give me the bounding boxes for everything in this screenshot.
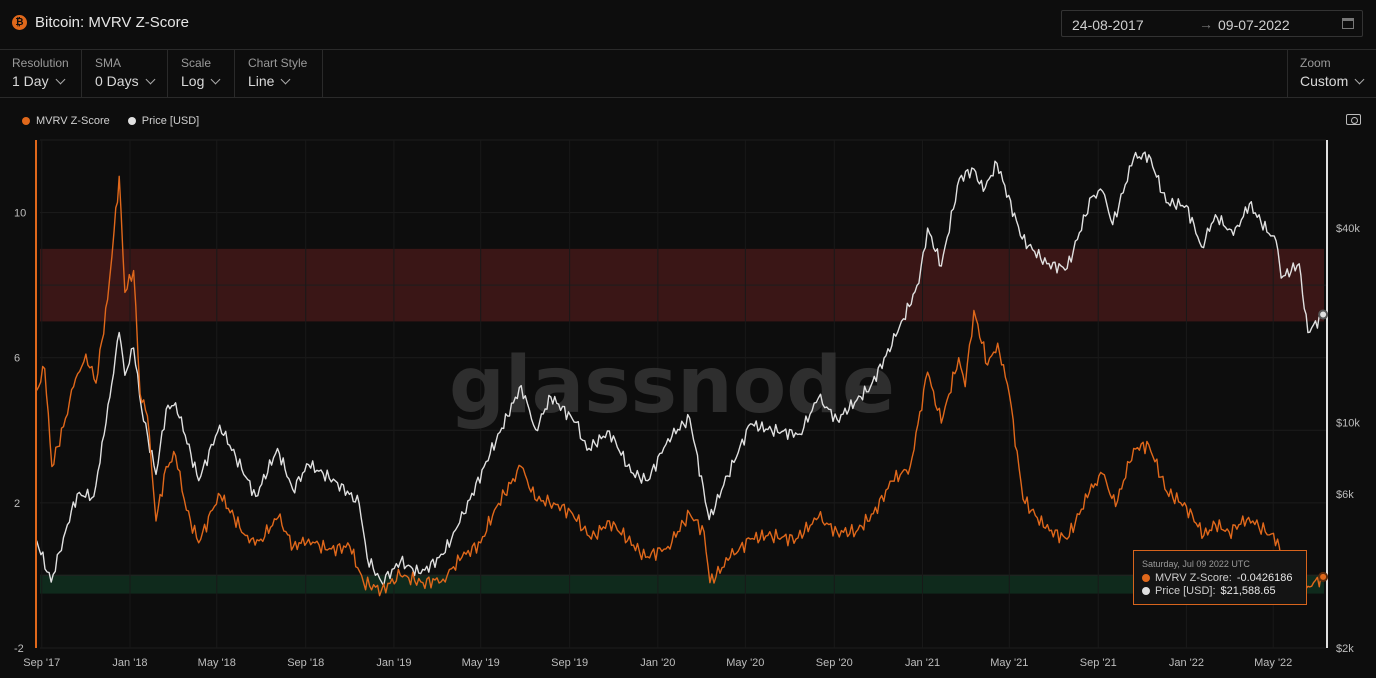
chart-legend: MVRV Z-Score Price [USD]: [22, 115, 199, 127]
zoom-value: Custom: [1300, 73, 1349, 89]
bitcoin-icon: ₿: [12, 15, 27, 30]
tooltip-mvrv-label: MVRV Z-Score:: [1155, 572, 1232, 584]
y-left-tick-label: 6: [14, 353, 20, 365]
calendar-icon[interactable]: [1342, 18, 1354, 29]
y-left-tick-label: 2: [14, 498, 20, 510]
arrow-right-icon: →: [1199, 16, 1213, 32]
price-point-marker: [1318, 309, 1329, 320]
date-range-picker[interactable]: 24-08-2017 → 09-07-2022: [1061, 10, 1363, 37]
price-series-line: [36, 151, 1324, 587]
x-tick-label: May '19: [462, 657, 500, 669]
scale-value: Log: [181, 73, 205, 89]
x-tick-label: Sep '21: [1080, 657, 1117, 669]
tooltip-dot-price: [1142, 587, 1150, 595]
tooltip-mvrv-value: -0.0426186: [1236, 572, 1293, 584]
mvrv-point-marker: [1318, 571, 1329, 582]
scale-dropdown[interactable]: Scale Log: [169, 50, 235, 97]
chart-style-dropdown[interactable]: Chart Style Line: [236, 50, 323, 97]
x-tick-label: Sep '19: [551, 657, 588, 669]
scale-label: Scale: [181, 56, 212, 70]
zoom-label: Zoom: [1300, 56, 1331, 70]
camera-icon[interactable]: [1346, 114, 1361, 125]
legend-dot-price: [127, 117, 136, 125]
y-right-tick-label: $6k: [1336, 489, 1354, 501]
x-tick-label: Sep '17: [23, 657, 60, 669]
x-tick-label: May '18: [198, 657, 236, 669]
sma-label: SMA: [95, 56, 122, 70]
tooltip-price-label: Price [USD]:: [1155, 585, 1216, 597]
legend-item-mvrv[interactable]: MVRV Z-Score: [22, 115, 110, 127]
tooltip-price-value: $21,588.65: [1220, 585, 1276, 597]
chart-tooltip: Saturday, Jul 09 2022 UTC MVRV Z-Score: …: [1133, 550, 1307, 605]
y-left-tick-label: -2: [14, 643, 24, 655]
y-right-tick-label: $40k: [1336, 223, 1360, 235]
legend-dot-mvrv: [22, 117, 30, 125]
legend-label-price: Price [USD]: [141, 115, 200, 127]
y-right-tick-label: $2k: [1336, 643, 1354, 655]
x-tick-label: Jan '20: [640, 657, 675, 669]
watermark: glassnode: [449, 341, 895, 431]
tooltip-dot-mvrv: [1142, 574, 1150, 582]
zoom-dropdown[interactable]: Zoom Custom: [1287, 50, 1376, 97]
title-wrap: ₿ Bitcoin: MVRV Z-Score: [12, 14, 189, 31]
legend-item-price[interactable]: Price [USD]: [127, 115, 200, 127]
chart-style-label: Chart Style: [248, 56, 308, 70]
resolution-value: 1 Day: [12, 73, 49, 89]
tooltip-row-price: Price [USD]: $21,588.65: [1142, 585, 1306, 597]
x-tick-label: May '20: [726, 657, 764, 669]
mvrv-series-line: [36, 175, 1324, 597]
sma-value: 0 Days: [95, 73, 139, 89]
x-tick-label: Jan '19: [376, 657, 411, 669]
x-tick-label: May '22: [1254, 657, 1292, 669]
y-left-tick-label: 10: [14, 208, 26, 220]
x-tick-label: Jan '18: [112, 657, 147, 669]
legend-label-mvrv: MVRV Z-Score: [36, 115, 110, 127]
page-title: Bitcoin: MVRV Z-Score: [35, 14, 189, 31]
x-tick-label: May '21: [990, 657, 1028, 669]
resolution-dropdown[interactable]: Resolution 1 Day: [0, 50, 82, 97]
tooltip-row-mvrv: MVRV Z-Score: -0.0426186: [1142, 572, 1306, 584]
sma-dropdown[interactable]: SMA 0 Days: [83, 50, 168, 97]
tooltip-date: Saturday, Jul 09 2022 UTC: [1142, 559, 1250, 569]
chart-style-value: Line: [248, 73, 275, 89]
x-tick-label: Jan '21: [905, 657, 940, 669]
x-tick-label: Sep '20: [816, 657, 853, 669]
resolution-label: Resolution: [12, 56, 69, 70]
date-start-input[interactable]: 24-08-2017: [1072, 17, 1144, 33]
x-tick-label: Jan '22: [1169, 657, 1204, 669]
top-bar: ₿ Bitcoin: MVRV Z-Score 24-08-2017 → 09-…: [0, 0, 1376, 50]
date-end-input[interactable]: 09-07-2022: [1218, 17, 1290, 33]
x-tick-label: Sep '18: [287, 657, 324, 669]
chart-controls: Resolution 1 Day SMA 0 Days Scale Log Ch…: [0, 50, 1376, 98]
undervalued-band: [40, 575, 1324, 594]
y-right-tick-label: $10k: [1336, 417, 1360, 429]
